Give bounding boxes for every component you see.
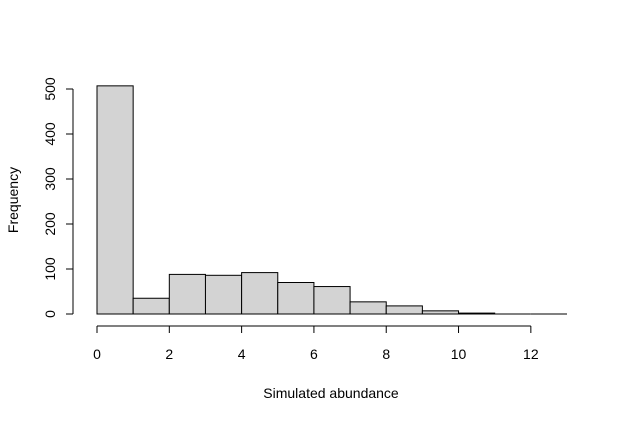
x-tick-label: 6 bbox=[310, 346, 318, 362]
histogram-bar bbox=[168, 273, 206, 315]
y-tick-label: 400 bbox=[42, 122, 58, 146]
y-tick-label: 0 bbox=[42, 310, 58, 318]
y-tick-label: 200 bbox=[42, 212, 58, 236]
histogram-bar bbox=[277, 282, 315, 315]
x-tick-label: 0 bbox=[93, 346, 101, 362]
histogram-bar bbox=[385, 305, 423, 315]
y-tick-label: 300 bbox=[42, 167, 58, 191]
y-axis: 0 100 200 300 400 500 bbox=[42, 77, 74, 318]
x-tick-label: 8 bbox=[382, 346, 390, 362]
histogram-bar bbox=[421, 310, 460, 315]
x-axis: 0 2 4 6 8 10 12 bbox=[93, 325, 539, 362]
histogram-bar bbox=[96, 85, 134, 315]
histogram-bar bbox=[204, 274, 243, 315]
histogram-bar bbox=[458, 312, 496, 315]
x-tick-label: 12 bbox=[523, 346, 539, 362]
histogram-bar bbox=[132, 297, 170, 315]
histogram-bars bbox=[96, 85, 567, 315]
x-tick-label: 4 bbox=[238, 346, 246, 362]
histogram-bar bbox=[241, 272, 279, 315]
histogram-bar bbox=[349, 301, 387, 315]
y-tick-label: 100 bbox=[42, 257, 58, 281]
x-axis-label: Simulated abundance bbox=[263, 385, 399, 401]
y-axis-label: Frequency bbox=[5, 167, 21, 233]
histogram-bar bbox=[313, 286, 351, 315]
x-tick-label: 10 bbox=[451, 346, 467, 362]
x-tick-label: 2 bbox=[165, 346, 173, 362]
y-tick-label: 500 bbox=[42, 77, 58, 101]
